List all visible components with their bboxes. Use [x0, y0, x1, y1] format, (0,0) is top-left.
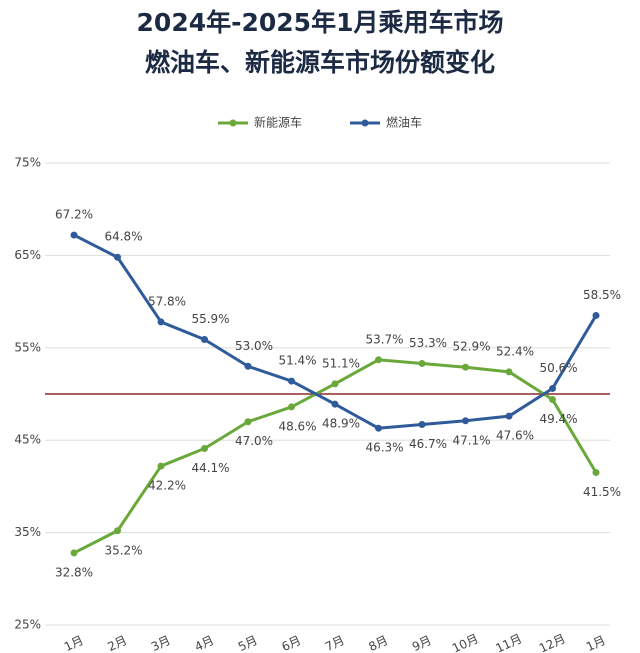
data-label: 50.6% [539, 361, 577, 375]
data-label: 58.5% [583, 288, 621, 302]
data-label: 44.1% [191, 461, 229, 475]
data-point [201, 335, 208, 343]
data-label: 47.1% [452, 433, 490, 447]
data-point [288, 377, 295, 385]
y-tick-label: 25% [14, 618, 41, 632]
data-point [418, 420, 426, 428]
data-label: 53.0% [235, 339, 273, 353]
data-label: 47.0% [235, 434, 273, 448]
data-label: 51.4% [278, 354, 316, 368]
data-point [549, 396, 556, 404]
y-tick-label: 75% [14, 156, 41, 170]
x-tick-label: 11月 [493, 631, 524, 653]
x-tick-label: 4月 [192, 633, 216, 653]
data-label: 48.6% [278, 419, 316, 433]
x-tick-label: 1月 [62, 633, 86, 653]
data-label: 49.4% [539, 412, 577, 426]
data-point [70, 231, 78, 239]
data-point [462, 363, 469, 371]
x-tick-label: 3月 [149, 633, 173, 653]
data-point [592, 311, 600, 319]
legend-label: 新能源车 [254, 115, 302, 130]
data-label: 46.3% [365, 441, 403, 455]
data-label: 52.4% [496, 344, 534, 358]
x-tick-label: 1月 [584, 633, 608, 653]
data-label: 64.8% [104, 230, 142, 244]
data-point [157, 318, 165, 326]
data-label: 46.7% [409, 437, 447, 451]
x-tick-label: 9月 [410, 633, 434, 653]
data-point [462, 417, 469, 425]
data-point [592, 469, 600, 477]
data-label: 35.2% [104, 543, 142, 557]
data-label: 47.6% [496, 429, 534, 443]
data-point [505, 368, 513, 376]
legend-label: 燃油车 [386, 115, 422, 130]
series-line [73, 233, 598, 430]
data-point [244, 362, 252, 370]
legend-marker [361, 119, 369, 127]
data-label: 57.8% [148, 294, 186, 308]
data-point [375, 424, 382, 432]
data-label: 41.5% [583, 485, 621, 499]
data-label: 48.9% [322, 417, 360, 431]
data-point [288, 403, 295, 411]
data-label: 67.2% [55, 208, 93, 222]
y-tick-label: 45% [14, 433, 41, 447]
legend-marker [229, 119, 237, 127]
x-tick-label: 5月 [236, 633, 260, 653]
data-label: 55.9% [191, 312, 229, 326]
data-point [331, 400, 339, 408]
x-tick-label: 10月 [450, 631, 481, 653]
data-point [418, 360, 426, 368]
x-tick-label: 6月 [279, 633, 303, 653]
data-label: 32.8% [55, 565, 93, 579]
y-tick-label: 35% [14, 525, 41, 539]
data-point [331, 380, 339, 388]
data-point [244, 418, 252, 426]
data-point [114, 253, 121, 261]
data-label: 51.1% [322, 356, 360, 370]
data-point [375, 356, 382, 364]
data-label: 53.7% [365, 332, 403, 346]
data-point [505, 412, 513, 420]
x-tick-label: 2月 [105, 633, 129, 653]
x-tick-label: 12月 [537, 631, 568, 653]
data-point [114, 527, 121, 535]
chart-title: 2024年-2025年1月乘用车市场 [137, 8, 504, 37]
y-tick-label: 65% [14, 248, 41, 262]
y-tick-label: 55% [14, 340, 41, 354]
chart-subtitle: 燃油车、新能源车市场份额变化 [145, 48, 495, 77]
data-label: 53.3% [409, 336, 447, 350]
data-label: 42.2% [148, 479, 186, 493]
data-label: 52.9% [452, 340, 490, 354]
data-point [201, 445, 208, 453]
x-tick-label: 8月 [366, 633, 390, 653]
series-line [73, 358, 598, 555]
data-point [549, 384, 556, 392]
data-point [70, 549, 78, 557]
data-point [157, 462, 165, 470]
x-tick-label: 7月 [323, 633, 347, 653]
